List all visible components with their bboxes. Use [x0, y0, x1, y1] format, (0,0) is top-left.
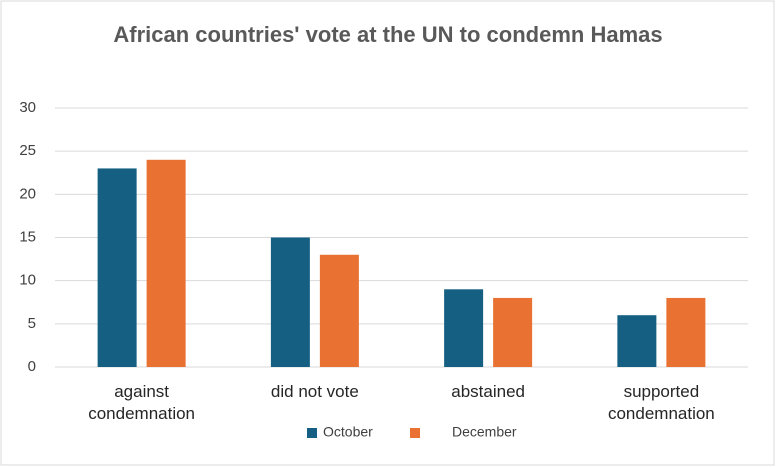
chart-title: African countries' vote at the UN to con… [113, 22, 663, 47]
legend-label: December [452, 424, 517, 440]
y-tick-label: 5 [28, 315, 36, 332]
bar [97, 168, 137, 367]
y-tick-label: 10 [19, 272, 36, 289]
y-tick-label: 0 [28, 358, 36, 375]
x-tick-label: abstained [451, 382, 525, 401]
y-tick-label: 30 [19, 99, 36, 116]
y-tick-label: 15 [19, 228, 36, 245]
bar [319, 254, 359, 367]
bar [493, 297, 533, 367]
x-tick-label: supported condemnation [607, 382, 715, 423]
legend-swatch [410, 428, 420, 438]
bar [270, 237, 310, 367]
bar [146, 159, 186, 367]
legend-label: October [323, 424, 373, 440]
y-tick-label: 20 [19, 185, 36, 202]
x-tick-label: against condemnation [88, 382, 196, 423]
bar [444, 289, 484, 367]
bar [666, 297, 706, 367]
legend-swatch [307, 428, 317, 438]
y-tick-label: 25 [19, 142, 36, 159]
x-tick-label: did not vote [270, 382, 359, 401]
bar [617, 315, 657, 367]
